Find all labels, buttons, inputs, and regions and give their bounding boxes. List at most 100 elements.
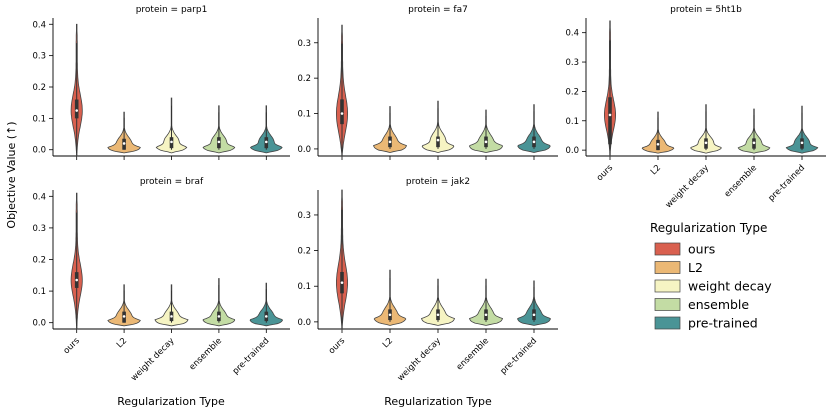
y-tick-label: 0.3 [32, 224, 46, 234]
violin-ensemble [468, 278, 504, 326]
violin-median-dot [265, 315, 268, 318]
violin-weight-decay [421, 100, 455, 153]
violin-median-dot [388, 140, 392, 144]
violin-L2 [641, 111, 675, 154]
y-tick-label: 0.0 [297, 145, 311, 155]
y-tick-label: 0.4 [565, 29, 579, 39]
y-tick-label: 0.1 [297, 282, 311, 292]
violin-median-dot [122, 315, 126, 318]
legend-title: Regularization Type [650, 221, 767, 235]
x-tick-label: L2 [381, 336, 395, 350]
violin-ours [336, 189, 348, 330]
legend-label: pre-trained [688, 316, 758, 331]
violin-ours [70, 23, 83, 157]
violin-ensemble [202, 105, 236, 154]
violin-L2 [107, 111, 141, 154]
y-tick-label: 0.2 [297, 74, 311, 84]
y-tick-label: 0.0 [297, 318, 311, 328]
violin-median-dot [340, 112, 344, 115]
y-tick-label: 0.2 [32, 83, 46, 93]
y-tick-label: 0.2 [565, 87, 579, 97]
y-tick-label: 0.1 [565, 117, 579, 127]
violin-iqr-box [608, 97, 612, 145]
y-tick-label: 0.0 [565, 146, 579, 156]
panel-title: protein = fa7 [408, 5, 468, 15]
violin-median-dot [170, 315, 173, 318]
x-tick-label: ensemble [188, 336, 224, 372]
violin-median-dot [75, 278, 78, 282]
legend-label: weight decay [688, 279, 772, 294]
x-tick-label: L2 [115, 336, 129, 350]
violin-pre-trained [785, 105, 819, 154]
y-tick-label: 0.3 [297, 39, 311, 49]
panel-3: protein = braf 0.0 0.1 0.2 0.3 0.4 ours L2 weigh… [32, 177, 290, 383]
violin-median-dot [340, 281, 344, 284]
violin-L2 [372, 106, 408, 153]
legend: Regularization Type ours L2 weight decay ens… [650, 221, 772, 331]
violin-iqr-box [74, 99, 79, 119]
violin-median-dot [752, 141, 756, 145]
x-tick-label: weight decay [396, 336, 443, 383]
violin-pre-trained [249, 105, 283, 154]
legend-swatch [654, 261, 681, 274]
panel-title: protein = jak2 [406, 177, 470, 187]
violin-median-dot [265, 140, 268, 144]
violin-weight-decay [420, 278, 456, 326]
y-tick-label: 0.3 [297, 211, 311, 221]
panel-0: protein = parp1 0.0 0.1 0.2 0.3 0.4 [32, 5, 290, 160]
x-tick-label: ensemble [455, 336, 491, 372]
x-tick-label: weight decay [129, 336, 176, 383]
legend-label: ensemble [688, 297, 749, 312]
violin-iqr-box [436, 136, 440, 148]
violin-pre-trained [249, 282, 283, 327]
violin-median-dot [122, 142, 126, 145]
panel-2: protein = 5ht1b 0.0 0.1 0.2 0.3 0.4 ours L2 weig… [565, 5, 826, 210]
y-tick-label: 0.4 [32, 192, 46, 202]
panel-title: protein = 5ht1b [670, 5, 742, 15]
y-tick-label: 0.1 [297, 110, 311, 120]
panel-title: protein = parp1 [136, 5, 208, 15]
legend-swatch [654, 298, 681, 311]
x-tick-label: ensemble [723, 163, 759, 199]
violin-ours [336, 24, 348, 157]
violin-median-dot [656, 142, 660, 146]
violin-L2 [107, 284, 141, 327]
violin-median-dot [217, 315, 221, 318]
violin-median-dot [484, 140, 488, 144]
y-axis-label: Objective Value (↑) [5, 121, 18, 228]
legend-swatch [654, 242, 681, 256]
y-tick-label: 0.0 [32, 146, 46, 156]
violin-median-dot [484, 313, 488, 317]
y-tick-label: 0.3 [565, 58, 579, 68]
x-tick-label: pre-trained [499, 336, 540, 377]
violin-weight-decay [154, 284, 189, 327]
y-tick-label: 0.3 [32, 52, 46, 62]
panel-1: protein = fa7 0.0 0.1 0.2 0.3 [297, 5, 558, 160]
violin-pre-trained [517, 104, 551, 153]
y-tick-label: 0.1 [32, 114, 46, 124]
violin-ensemble [737, 108, 771, 154]
x-axis-label-right: Regularization Type [384, 395, 492, 408]
x-tick-label: ours [62, 336, 83, 357]
violin-median-dot [800, 141, 804, 145]
violin-weight-decay [690, 104, 722, 154]
x-tick-label: ours [327, 336, 348, 357]
legend-swatch [654, 279, 681, 293]
x-tick-label: ours [595, 163, 616, 184]
violin-weight-decay [155, 97, 188, 154]
x-axis-label-left: Regularization Type [117, 395, 225, 408]
violin-L2 [373, 269, 407, 326]
y-tick-label: 0.0 [32, 319, 46, 329]
x-tick-label: L2 [649, 163, 663, 177]
violin-median-dot [532, 140, 536, 144]
violin-ours [70, 192, 83, 330]
violin-pre-trained [516, 280, 552, 326]
violin-ours [604, 20, 616, 157]
violin-ensemble [469, 109, 503, 153]
legend-label: L2 [688, 260, 703, 275]
x-tick-label: pre-trained [767, 163, 808, 204]
y-tick-label: 0.2 [297, 247, 311, 257]
x-tick-label: pre-trained [231, 336, 272, 377]
violin-median-dot [436, 138, 440, 142]
